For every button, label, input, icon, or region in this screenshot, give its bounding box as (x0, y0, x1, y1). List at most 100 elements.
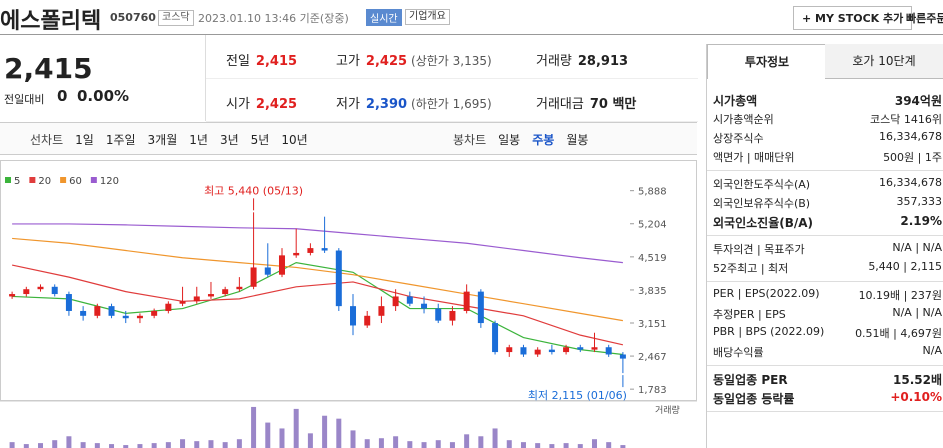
quick-order[interactable]: 빠른주문 (906, 12, 943, 25)
chart: 5,888 5,204 4,519 3,835 3,151 2,467 1,783 5 20 60… (0, 160, 697, 448)
ma-line (12, 237, 623, 322)
tab-label: 선차트 (30, 133, 64, 147)
legend-swatch (60, 177, 67, 183)
candle-body (492, 323, 499, 353)
tab[interactable]: 1주일 (105, 133, 136, 147)
summary-cell: 고가 2,425 (상한가 3,135) (336, 50, 492, 69)
info-value: 0.51배 | 4,697원 (855, 327, 942, 340)
volume-bar (66, 436, 72, 448)
group-divider (707, 365, 943, 366)
candle-body (378, 306, 385, 316)
info-value: 코스닥 1416위 (870, 113, 942, 126)
info-tab[interactable]: 호가 10단계 (825, 44, 943, 79)
candle-body (151, 310, 158, 316)
y-tick-label: 5,888 (638, 187, 667, 198)
volume-bar (109, 444, 115, 448)
volume-bar (52, 440, 58, 448)
candle-body (179, 301, 186, 304)
volume-bar (151, 443, 157, 448)
info-label: 투자의견 | 목표주가 (713, 243, 805, 256)
summary-row: 시가 2,425 저가 2,390 (하한가 1,695) 거래대금 70 백만 (206, 78, 698, 122)
volume-bar (591, 439, 597, 448)
info-row: 동일업종 등락률 +0.10% (713, 390, 943, 407)
candle-tabs: 봉차트 일봉 주봉 월봉 (453, 131, 600, 148)
volume-bar (94, 443, 100, 448)
info-label: 동일업종 PER (713, 373, 788, 387)
info-row: 외국인보유주식수(B) 357,333 (713, 195, 943, 211)
candle-body (619, 354, 626, 359)
candle-body (463, 291, 470, 311)
label: 저가 (336, 97, 360, 112)
mystock-button[interactable]: + MY STOCK 추가 (793, 6, 913, 30)
volume-bar (293, 408, 299, 448)
volume-bar (23, 444, 29, 448)
candle-body (51, 286, 58, 295)
candle-body (421, 303, 428, 309)
legend-swatch (29, 177, 36, 183)
change-label: 전일대비 (4, 93, 45, 106)
stock-name: 에스폴리텍 (0, 9, 102, 34)
y-tick-label: 3,835 (638, 286, 667, 297)
timestamp: 2023.01.10 13:46 기준(장중) (198, 12, 349, 25)
summary-row: 전일 2,415 고가 2,425 (상한가 3,135) 거래량 28,913 (206, 35, 698, 79)
candle-body (406, 296, 413, 304)
tab[interactable]: 주봉 (532, 133, 555, 147)
label: 전일 (226, 54, 250, 69)
volume-bar (137, 444, 143, 448)
tab[interactable]: 월봉 (566, 133, 589, 147)
volume-bar (620, 445, 626, 448)
info-tab[interactable]: 투자정보 (707, 44, 827, 79)
summary-cell: 거래대금 70 백만 (536, 93, 636, 112)
summary-cell: 저가 2,390 (하한가 1,695) (336, 93, 492, 112)
candle-body (207, 294, 214, 297)
tab[interactable]: 3년 (219, 133, 239, 147)
tab[interactable]: 3개월 (147, 133, 178, 147)
candle-body (65, 294, 72, 311)
volume-bar (38, 443, 44, 448)
volume-bar (336, 418, 342, 448)
candle-body (23, 289, 30, 295)
candle-body (364, 315, 371, 326)
y-tick-label: 1,783 (638, 385, 667, 396)
volume-bar (606, 442, 612, 448)
legend-swatch (5, 177, 11, 183)
tab[interactable]: 1년 (189, 133, 208, 147)
tab[interactable]: 일봉 (498, 133, 521, 147)
tab[interactable]: 5년 (250, 133, 270, 147)
value: 2,425 (255, 97, 298, 112)
value: 28,913 (577, 54, 629, 69)
info-row: 52주최고 | 최저 5,440 | 2,115 (713, 260, 943, 276)
volume-bar (435, 440, 441, 448)
stock-code: 050760 (110, 11, 156, 24)
y-tick-label: 2,467 (638, 352, 667, 363)
candle-body (321, 248, 328, 251)
market-badge: 코스닥 (158, 10, 194, 26)
info-value: N/A (922, 344, 942, 357)
info-row: 외국인소진율(B/A) 2.19% (713, 214, 943, 231)
info-label: 52주최고 | 최저 (713, 262, 789, 275)
candle-body (506, 347, 513, 353)
current-price: 2,415 (4, 52, 93, 85)
summary-cell: 전일 2,415 (226, 50, 297, 69)
legend-label: 60 (69, 176, 82, 187)
info-row: 시가총액순위 코스닥 1416위 (713, 111, 943, 127)
y-tick-label: 3,151 (638, 319, 667, 330)
tab[interactable]: 1일 (75, 133, 94, 147)
volume-bar (563, 443, 569, 448)
company-menu[interactable]: 기업개요 (405, 9, 450, 25)
label: 거래량 (536, 54, 572, 69)
tab[interactable]: 10년 (281, 133, 308, 147)
info-row: 액면가 | 매매단위 500원 | 1주 (713, 149, 943, 165)
volume-label: 거래량 (655, 404, 680, 416)
volume-bar (492, 428, 498, 448)
info-label: 배당수익률 (713, 346, 764, 359)
label: 고가 (336, 54, 360, 69)
value: 70 백만 (589, 97, 637, 112)
volume-bar (421, 442, 427, 448)
candle-body (591, 347, 598, 350)
info-value: N/A | N/A (892, 306, 942, 319)
candle-body (278, 255, 285, 275)
y-tick-label: 4,519 (638, 253, 667, 264)
info-value: 357,333 (896, 195, 943, 208)
